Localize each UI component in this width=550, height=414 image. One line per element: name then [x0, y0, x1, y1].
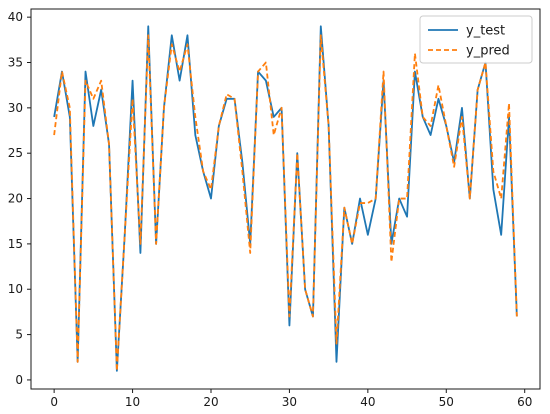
legend: y_test y_pred — [419, 15, 533, 64]
x-tick-label: 50 — [439, 395, 454, 409]
x-axis: 0 10 20 30 40 50 60 — [50, 389, 532, 409]
y-axis: 0 5 10 15 20 25 30 35 40 — [8, 10, 31, 387]
plot-area — [53, 25, 518, 372]
x-tick-label: 0 — [50, 395, 58, 409]
y-tick-label: 20 — [8, 192, 23, 206]
y-tick-label: 35 — [8, 56, 23, 70]
x-tick-label: 60 — [517, 395, 532, 409]
y-tick-label: 25 — [8, 146, 23, 160]
series-line-y-test — [53, 25, 518, 372]
y-tick-label: 30 — [8, 101, 23, 115]
series-line-y-pred — [53, 34, 518, 372]
y-tick-label: 5 — [15, 328, 23, 342]
legend-label: y_pred — [466, 44, 510, 59]
x-tick-label: 20 — [203, 395, 218, 409]
y-tick-label: 15 — [8, 237, 23, 251]
y-tick-label: 40 — [8, 10, 23, 24]
x-tick-label: 30 — [282, 395, 297, 409]
y-tick-label: 10 — [8, 282, 23, 296]
legend-box — [419, 15, 533, 64]
x-tick-label: 10 — [125, 395, 140, 409]
legend-label: y_test — [466, 24, 505, 39]
y-tick-label: 0 — [15, 373, 23, 387]
x-tick-label: 40 — [360, 395, 375, 409]
